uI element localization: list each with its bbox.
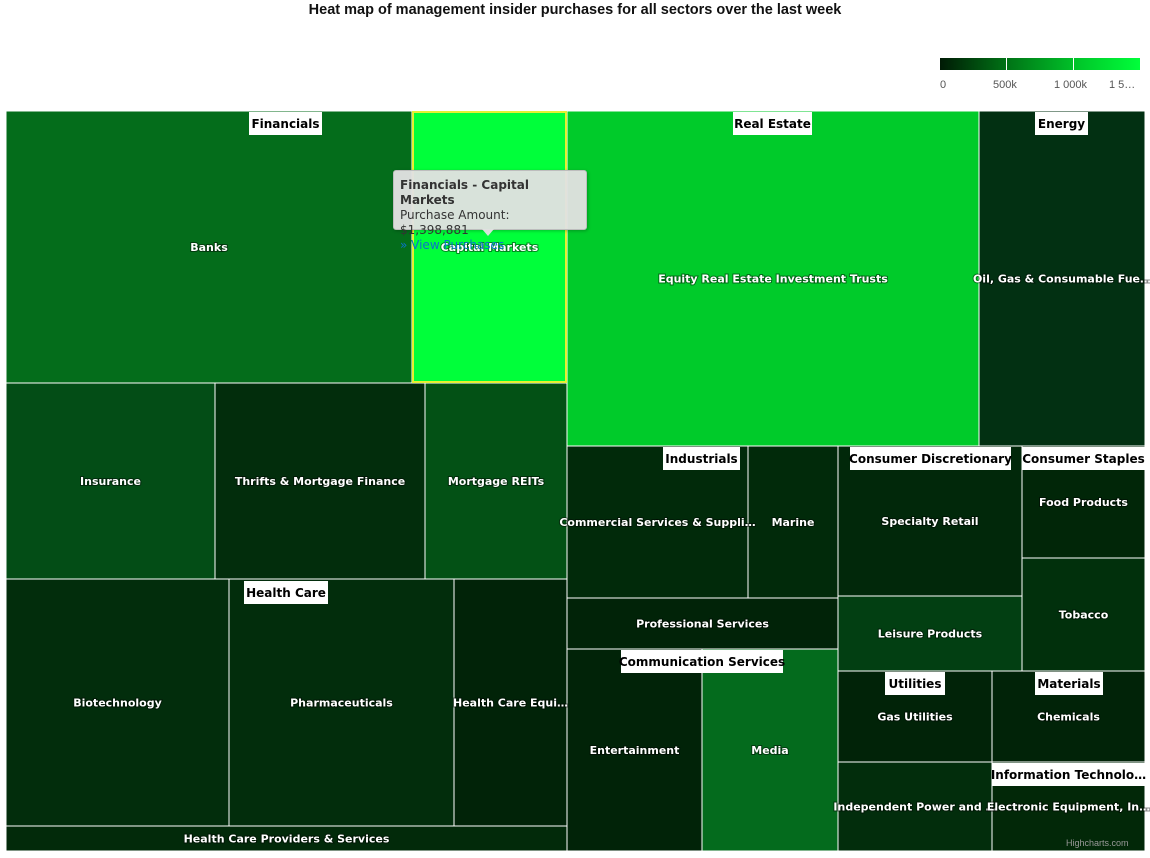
treemap-cell-insurance[interactable] xyxy=(5,382,216,580)
cell-label-capital-markets: Capital Markets xyxy=(441,241,539,254)
cell-label-professional-services: Professional Services xyxy=(636,618,769,631)
group-label-materials[interactable]: Materials xyxy=(1037,677,1100,691)
legend-tick xyxy=(1006,58,1007,70)
group-label-box-consumer-staples xyxy=(1022,447,1145,470)
group-label-information-technology[interactable]: Information Technolo… xyxy=(991,768,1146,782)
treemap-cell-specialty-retail[interactable] xyxy=(837,445,1023,597)
treemap-cell-independent-power-and-renewable-electricity-producers[interactable] xyxy=(837,761,993,852)
cell-label-mortgage-reits: Mortgage REITs xyxy=(448,475,545,488)
legend-label-1000k: 1 000k xyxy=(1054,79,1088,91)
cell-label-health-care-providers-and-services: Health Care Providers & Services xyxy=(184,833,390,846)
group-label-box-information-technology xyxy=(992,763,1145,786)
legend-label-max: 1 5… xyxy=(1109,79,1136,91)
cell-label-electronic-equipment-instruments-and-components: Electronic Equipment, In… xyxy=(987,801,1150,814)
cell-label-pharmaceuticals: Pharmaceuticals xyxy=(290,697,393,710)
cell-label-entertainment: Entertainment xyxy=(590,744,680,757)
hover-highlight xyxy=(412,111,567,383)
group-label-real-estate[interactable]: Real Estate xyxy=(734,117,811,131)
group-label-box-utilities xyxy=(885,672,945,695)
treemap-cell-banks[interactable] xyxy=(5,110,413,384)
group-label-box-energy xyxy=(1035,112,1088,135)
group-label-box-consumer-discretionary xyxy=(850,447,1011,470)
treemap-cell-tobacco[interactable] xyxy=(1021,557,1146,672)
treemap-cell-marine[interactable] xyxy=(747,445,839,599)
group-label-energy[interactable]: Energy xyxy=(1038,117,1085,131)
treemap-cell-leisure-products[interactable] xyxy=(837,595,1023,672)
cell-label-insurance: Insurance xyxy=(80,475,141,488)
cell-label-oil-gas-and-consumable-fuels: Oil, Gas & Consumable Fue… xyxy=(973,273,1150,286)
tooltip-arrow xyxy=(482,229,494,236)
treemap-cell-media[interactable] xyxy=(701,648,839,852)
group-label-box-materials xyxy=(1035,672,1103,695)
treemap-cell-commercial-services-and-supplies[interactable] xyxy=(566,445,749,599)
cell-label-gas-utilities: Gas Utilities xyxy=(877,711,953,724)
legend-label-500k: 500k xyxy=(993,79,1017,91)
legend-label-min: 0 xyxy=(940,79,947,91)
group-label-box-communication-services xyxy=(621,650,783,673)
treemap-cell-pharmaceuticals[interactable] xyxy=(228,578,455,827)
cell-label-media: Media xyxy=(751,744,788,757)
group-label-box-industrials xyxy=(663,447,740,470)
cell-label-chemicals: Chemicals xyxy=(1037,711,1100,724)
cell-label-leisure-products: Leisure Products xyxy=(878,628,983,641)
cell-label-thrifts-and-mortgage-finance: Thrifts & Mortgage Finance xyxy=(235,475,405,488)
group-label-industrials[interactable]: Industrials xyxy=(665,452,737,466)
cell-label-food-products: Food Products xyxy=(1039,496,1128,509)
group-label-box-financials xyxy=(249,112,322,135)
treemap-cell-professional-services[interactable] xyxy=(566,597,839,650)
group-label-communication-services[interactable]: Communication Services xyxy=(619,655,785,669)
treemap-cell-equity-real-estate-investment-trusts[interactable] xyxy=(566,110,980,447)
treemap-cell-capital-markets[interactable] xyxy=(411,110,568,384)
group-label-utilities[interactable]: Utilities xyxy=(889,677,942,691)
treemap-cell-health-care-providers-and-services[interactable] xyxy=(5,825,568,852)
credits-link[interactable]: Highcharts.com xyxy=(1066,838,1129,848)
color-gradient-bar xyxy=(940,58,1140,70)
treemap-cell-health-care-equipment-and-supplies[interactable] xyxy=(453,578,568,827)
cell-label-banks: Banks xyxy=(190,241,228,254)
group-label-health-care[interactable]: Health Care xyxy=(246,586,326,600)
cell-label-specialty-retail: Specialty Retail xyxy=(881,515,978,528)
group-label-consumer-discretionary[interactable]: Consumer Discretionary xyxy=(849,452,1012,466)
cell-label-commercial-services-and-supplies: Commercial Services & Suppli… xyxy=(559,516,755,529)
group-label-box-health-care xyxy=(244,581,328,604)
color-axis-legend: 0 500k 1 000k 1 5… xyxy=(940,58,1140,98)
group-label-consumer-staples[interactable]: Consumer Staples xyxy=(1022,452,1144,466)
treemap-cell-oil-gas-and-consumable-fuels[interactable] xyxy=(978,110,1146,447)
cell-label-tobacco: Tobacco xyxy=(1059,609,1109,622)
tooltip-amount: Purchase Amount: $1,398,881 xyxy=(400,208,510,237)
treemap-cell-entertainment[interactable] xyxy=(566,648,703,852)
cell-label-health-care-equipment-and-supplies: Health Care Equi… xyxy=(453,697,568,710)
cell-label-equity-real-estate-investment-trusts: Equity Real Estate Investment Trusts xyxy=(658,273,888,286)
treemap-cell-biotechnology[interactable] xyxy=(5,578,230,827)
group-label-box-real-estate xyxy=(733,112,812,135)
chart-title: Heat map of management insider purchases… xyxy=(308,2,842,18)
cell-label-biotechnology: Biotechnology xyxy=(73,697,162,710)
legend-tick xyxy=(1073,58,1074,70)
group-label-financials[interactable]: Financials xyxy=(251,117,319,131)
tooltip-title: Financials - Capital Markets xyxy=(400,178,529,207)
tooltip: Financials - Capital Markets Purchase Am… xyxy=(393,170,587,252)
cell-label-marine: Marine xyxy=(772,516,815,529)
cell-label-independent-power-and-renewable-electricity-producers: Independent Power and … xyxy=(833,801,996,814)
view-purchases-link[interactable]: » View Purchases xyxy=(400,238,505,252)
treemap-cell-thrifts-and-mortgage-finance[interactable] xyxy=(214,382,426,580)
